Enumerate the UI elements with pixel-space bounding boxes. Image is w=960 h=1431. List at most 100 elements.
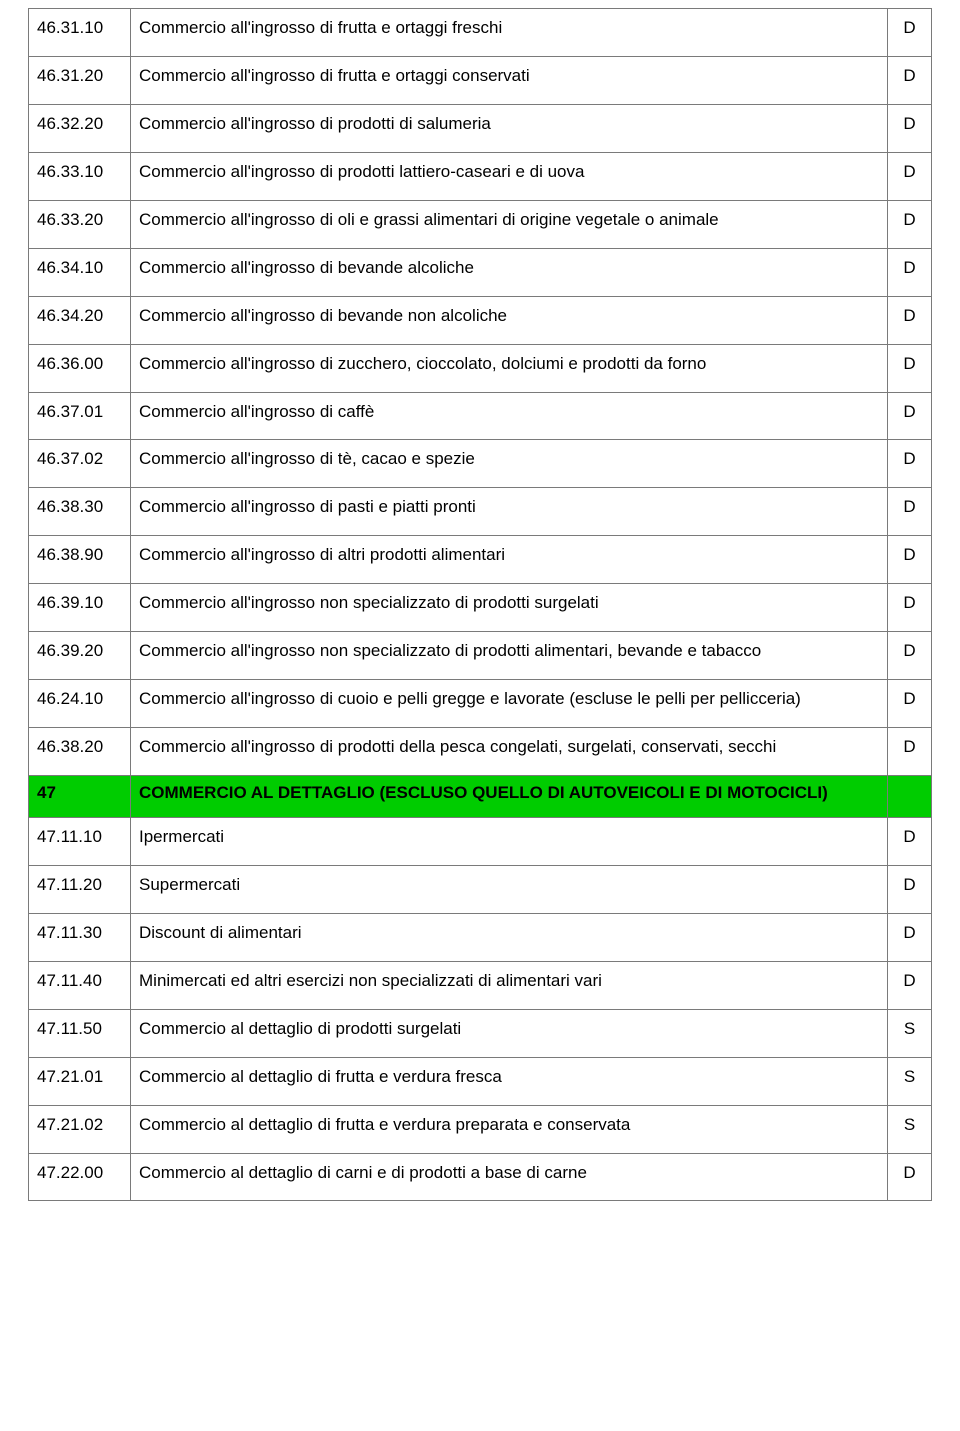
description-cell: Minimercati ed altri esercizi non specia… xyxy=(131,961,888,1009)
code-cell: 46.31.10 xyxy=(29,9,131,57)
description-cell: Commercio all'ingrosso di frutta e ortag… xyxy=(131,9,888,57)
code-cell: 47.11.50 xyxy=(29,1009,131,1057)
code-cell: 46.38.90 xyxy=(29,536,131,584)
flag-cell: D xyxy=(888,913,932,961)
code-cell: 46.24.10 xyxy=(29,680,131,728)
flag-cell: D xyxy=(888,152,932,200)
flag-cell: D xyxy=(888,728,932,776)
description-cell: COMMERCIO AL DETTAGLIO (ESCLUSO QUELLO D… xyxy=(131,776,888,818)
table-row: 46.36.00Commercio all'ingrosso di zucche… xyxy=(29,344,932,392)
flag-cell: D xyxy=(888,1153,932,1201)
section-row: 47COMMERCIO AL DETTAGLIO (ESCLUSO QUELLO… xyxy=(29,776,932,818)
code-cell: 46.38.20 xyxy=(29,728,131,776)
table-row: 47.22.00Commercio al dettaglio di carni … xyxy=(29,1153,932,1201)
table-row: 46.37.01Commercio all'ingrosso di caffèD xyxy=(29,392,932,440)
code-cell: 46.37.02 xyxy=(29,440,131,488)
flag-cell: D xyxy=(888,440,932,488)
description-cell: Commercio all'ingrosso di altri prodotti… xyxy=(131,536,888,584)
code-cell: 46.36.00 xyxy=(29,344,131,392)
code-cell: 47.22.00 xyxy=(29,1153,131,1201)
code-cell: 46.37.01 xyxy=(29,392,131,440)
code-cell: 47.11.20 xyxy=(29,865,131,913)
description-cell: Commercio all'ingrosso non specializzato… xyxy=(131,632,888,680)
description-cell: Commercio all'ingrosso non specializzato… xyxy=(131,584,888,632)
description-cell: Discount di alimentari xyxy=(131,913,888,961)
code-cell: 47.11.30 xyxy=(29,913,131,961)
flag-cell: S xyxy=(888,1057,932,1105)
flag-cell: D xyxy=(888,104,932,152)
description-cell: Supermercati xyxy=(131,865,888,913)
code-cell: 46.33.20 xyxy=(29,200,131,248)
flag-cell: D xyxy=(888,817,932,865)
flag-cell: D xyxy=(888,961,932,1009)
table-row: 46.37.02Commercio all'ingrosso di tè, ca… xyxy=(29,440,932,488)
flag-cell: S xyxy=(888,1105,932,1153)
flag-cell: S xyxy=(888,1009,932,1057)
code-cell: 46.31.20 xyxy=(29,56,131,104)
description-cell: Commercio all'ingrosso di prodotti latti… xyxy=(131,152,888,200)
table-row: 47.11.40Minimercati ed altri esercizi no… xyxy=(29,961,932,1009)
code-cell: 47.11.40 xyxy=(29,961,131,1009)
table-row: 46.31.20Commercio all'ingrosso di frutta… xyxy=(29,56,932,104)
table-row: 46.39.10Commercio all'ingrosso non speci… xyxy=(29,584,932,632)
code-cell: 46.34.20 xyxy=(29,296,131,344)
description-cell: Commercio all'ingrosso di tè, cacao e sp… xyxy=(131,440,888,488)
code-cell: 47.21.02 xyxy=(29,1105,131,1153)
description-cell: Commercio al dettaglio di frutta e verdu… xyxy=(131,1057,888,1105)
codes-table-body: 46.31.10Commercio all'ingrosso di frutta… xyxy=(29,9,932,1201)
table-row: 46.33.20Commercio all'ingrosso di oli e … xyxy=(29,200,932,248)
description-cell: Commercio all'ingrosso di prodotti di sa… xyxy=(131,104,888,152)
table-row: 46.31.10Commercio all'ingrosso di frutta… xyxy=(29,9,932,57)
table-row: 47.11.30Discount di alimentariD xyxy=(29,913,932,961)
table-row: 47.11.50Commercio al dettaglio di prodot… xyxy=(29,1009,932,1057)
flag-cell: D xyxy=(888,392,932,440)
flag-cell: D xyxy=(888,632,932,680)
description-cell: Commercio all'ingrosso di bevande alcoli… xyxy=(131,248,888,296)
table-row: 46.34.10Commercio all'ingrosso di bevand… xyxy=(29,248,932,296)
code-cell: 46.34.10 xyxy=(29,248,131,296)
code-cell: 46.38.30 xyxy=(29,488,131,536)
code-cell: 46.33.10 xyxy=(29,152,131,200)
flag-cell: D xyxy=(888,680,932,728)
code-cell: 47.21.01 xyxy=(29,1057,131,1105)
description-cell: Commercio al dettaglio di frutta e verdu… xyxy=(131,1105,888,1153)
table-row: 47.21.01Commercio al dettaglio di frutta… xyxy=(29,1057,932,1105)
description-cell: Commercio all'ingrosso di prodotti della… xyxy=(131,728,888,776)
code-cell: 46.39.10 xyxy=(29,584,131,632)
table-row: 46.34.20Commercio all'ingrosso di bevand… xyxy=(29,296,932,344)
description-cell: Commercio al dettaglio di carni e di pro… xyxy=(131,1153,888,1201)
description-cell: Commercio all'ingrosso di caffè xyxy=(131,392,888,440)
code-cell: 47 xyxy=(29,776,131,818)
table-row: 46.38.30Commercio all'ingrosso di pasti … xyxy=(29,488,932,536)
table-row: 47.11.10IpermercatiD xyxy=(29,817,932,865)
description-cell: Commercio all'ingrosso di oli e grassi a… xyxy=(131,200,888,248)
description-cell: Commercio all'ingrosso di bevande non al… xyxy=(131,296,888,344)
table-row: 46.33.10Commercio all'ingrosso di prodot… xyxy=(29,152,932,200)
page: 46.31.10Commercio all'ingrosso di frutta… xyxy=(0,0,960,1241)
flag-cell: D xyxy=(888,536,932,584)
flag-cell: D xyxy=(888,296,932,344)
code-cell: 46.39.20 xyxy=(29,632,131,680)
description-cell: Commercio all'ingrosso di frutta e ortag… xyxy=(131,56,888,104)
table-row: 46.39.20Commercio all'ingrosso non speci… xyxy=(29,632,932,680)
table-row: 46.38.20Commercio all'ingrosso di prodot… xyxy=(29,728,932,776)
flag-cell: D xyxy=(888,9,932,57)
code-cell: 46.32.20 xyxy=(29,104,131,152)
table-row: 47.11.20SupermercatiD xyxy=(29,865,932,913)
flag-cell: D xyxy=(888,248,932,296)
flag-cell: D xyxy=(888,584,932,632)
table-row: 46.24.10Commercio all'ingrosso di cuoio … xyxy=(29,680,932,728)
codes-table: 46.31.10Commercio all'ingrosso di frutta… xyxy=(28,8,932,1201)
description-cell: Ipermercati xyxy=(131,817,888,865)
description-cell: Commercio al dettaglio di prodotti surge… xyxy=(131,1009,888,1057)
flag-cell: D xyxy=(888,200,932,248)
code-cell: 47.11.10 xyxy=(29,817,131,865)
flag-cell: D xyxy=(888,56,932,104)
flag-cell: D xyxy=(888,488,932,536)
table-row: 47.21.02Commercio al dettaglio di frutta… xyxy=(29,1105,932,1153)
table-row: 46.32.20Commercio all'ingrosso di prodot… xyxy=(29,104,932,152)
flag-cell: D xyxy=(888,865,932,913)
description-cell: Commercio all'ingrosso di cuoio e pelli … xyxy=(131,680,888,728)
description-cell: Commercio all'ingrosso di pasti e piatti… xyxy=(131,488,888,536)
table-row: 46.38.90Commercio all'ingrosso di altri … xyxy=(29,536,932,584)
